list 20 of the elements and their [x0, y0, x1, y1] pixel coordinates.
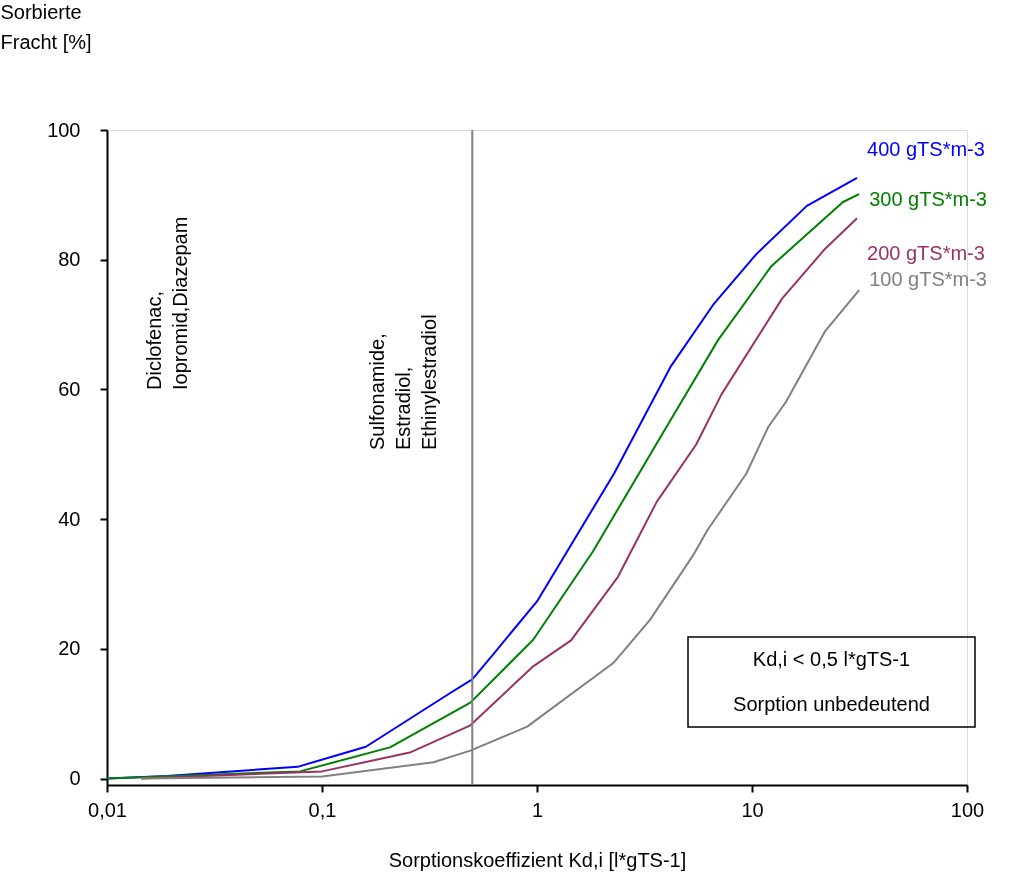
series-label: 300 gTS*m-3 [869, 188, 987, 211]
y-tick-label: 100 [47, 118, 81, 141]
y-tick-label: 40 [58, 507, 81, 530]
y-axis-title: Sorbierte Fracht [%] [0, 0, 92, 53]
annotation: Diclofenac, Iopromid,Diazepam [143, 216, 191, 390]
series-label: 200 gTS*m-3 [867, 242, 985, 265]
annotation: Sulfonamide, Estradiol, Ethinylestradiol [366, 314, 440, 450]
x-tick-label: 10 [741, 798, 764, 821]
series-label: 400 gTS*m-3 [867, 137, 985, 160]
x-axis-title: Sorptionskoeffizient Kd,i [l*gTS-1] [388, 848, 687, 871]
x-tick-label: 100 [950, 798, 985, 821]
series-label: 100 gTS*m-3 [869, 268, 987, 291]
y-tick-label: 0 [69, 767, 81, 790]
y-tick-label: 80 [58, 248, 81, 271]
annotation: Kd,i < 0,5 l*gTS-1 Sorption unbedeutend [733, 647, 930, 715]
x-tick-label: 0,1 [308, 798, 337, 821]
x-tick-label: 0,01 [88, 798, 127, 821]
y-tick-label: 60 [58, 377, 81, 400]
y-tick-label: 20 [58, 637, 81, 660]
x-tick-label: 1 [531, 798, 544, 821]
